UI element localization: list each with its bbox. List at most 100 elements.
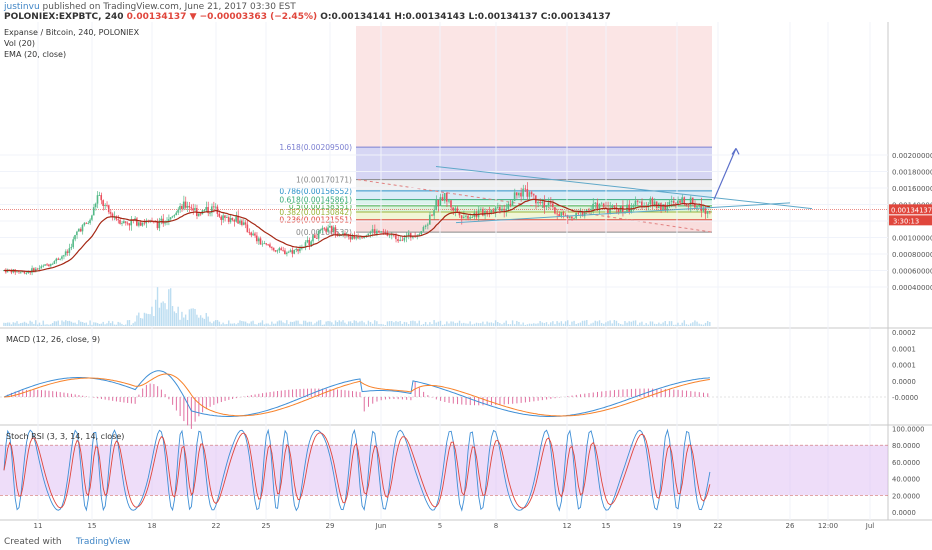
candle-body[interactable] (47, 264, 50, 266)
candle-body[interactable] (708, 211, 711, 212)
candle-body[interactable] (207, 207, 209, 214)
candle-body[interactable] (439, 197, 442, 206)
author-link[interactable]: justinvu (4, 2, 40, 12)
candle-body[interactable] (70, 247, 73, 249)
candle-body[interactable] (607, 208, 609, 214)
candle-body[interactable] (265, 243, 267, 245)
candle-body[interactable] (581, 210, 584, 217)
candle-body[interactable] (647, 204, 649, 207)
candle-body[interactable] (205, 207, 207, 211)
candle-body[interactable] (107, 205, 110, 213)
candle-body[interactable] (235, 215, 237, 222)
candle-body[interactable] (403, 237, 406, 241)
candle-body[interactable] (698, 204, 700, 207)
candle-body[interactable] (44, 264, 46, 266)
candle-body[interactable] (102, 200, 104, 206)
candle-body[interactable] (83, 222, 86, 226)
candle-body[interactable] (267, 244, 269, 246)
candle-body[interactable] (361, 237, 363, 239)
candle-body[interactable] (624, 211, 626, 213)
candle-body[interactable] (289, 250, 292, 252)
candle-body[interactable] (454, 208, 457, 211)
candle-body[interactable] (227, 217, 230, 222)
candle-body[interactable] (526, 189, 529, 197)
candle-body[interactable] (445, 193, 448, 202)
candle-body[interactable] (197, 213, 200, 216)
candle-body[interactable] (602, 203, 605, 208)
candle-body[interactable] (660, 203, 662, 211)
candle-body[interactable] (87, 222, 89, 224)
candle-body[interactable] (437, 199, 440, 206)
upper-trendline[interactable] (435, 166, 813, 210)
candle-body[interactable] (382, 231, 384, 233)
candle-body[interactable] (592, 203, 594, 210)
candle-body[interactable] (359, 237, 361, 239)
candle-body[interactable] (299, 248, 301, 252)
candle-body[interactable] (351, 235, 354, 240)
candle-body[interactable] (329, 225, 331, 228)
candle-body[interactable] (62, 255, 65, 257)
candle-body[interactable] (106, 204, 108, 206)
candle-body[interactable] (308, 239, 311, 245)
candle-body[interactable] (282, 250, 284, 252)
candle-body[interactable] (190, 207, 192, 209)
candle-body[interactable] (330, 225, 333, 232)
candle-body[interactable] (321, 227, 324, 230)
candle-body[interactable] (199, 213, 202, 215)
candle-body[interactable] (609, 207, 611, 214)
candle-body[interactable] (214, 206, 217, 208)
candle-body[interactable] (384, 232, 387, 234)
candle-body[interactable] (462, 216, 465, 219)
candle-body[interactable] (613, 205, 616, 208)
candle-body[interactable] (600, 203, 603, 205)
candle-body[interactable] (670, 201, 673, 202)
candle-body[interactable] (76, 231, 78, 236)
candle-body[interactable] (554, 207, 556, 214)
candle-body[interactable] (25, 273, 28, 274)
candle-body[interactable] (55, 258, 58, 262)
candle-body[interactable] (371, 229, 374, 232)
candle-body[interactable] (287, 251, 290, 253)
candle-body[interactable] (220, 216, 222, 220)
candle-body[interactable] (518, 192, 520, 196)
candle-body[interactable] (81, 225, 84, 232)
candle-body[interactable] (687, 205, 690, 207)
candle-body[interactable] (347, 234, 350, 237)
candle-body[interactable] (503, 208, 505, 211)
candle-body[interactable] (558, 214, 560, 217)
candle-body[interactable] (390, 234, 393, 236)
candle-body[interactable] (92, 207, 95, 216)
candle-body[interactable] (280, 248, 282, 251)
candle-body[interactable] (122, 221, 125, 224)
candle-body[interactable] (522, 188, 524, 197)
candle-body[interactable] (674, 202, 677, 204)
candle-body[interactable] (373, 229, 376, 234)
candle-body[interactable] (541, 201, 543, 204)
candle-body[interactable] (477, 210, 480, 218)
candle-body[interactable] (119, 220, 121, 224)
candle-body[interactable] (117, 219, 119, 221)
candle-body[interactable] (89, 219, 91, 223)
candle-body[interactable] (418, 234, 420, 236)
candle-body[interactable] (562, 212, 565, 216)
candle-body[interactable] (530, 192, 533, 195)
candle-body[interactable] (210, 206, 213, 213)
candle-body[interactable] (317, 230, 320, 239)
candle-body[interactable] (104, 204, 106, 206)
candle-body[interactable] (19, 271, 22, 273)
candle-body[interactable] (677, 200, 679, 204)
candle-body[interactable] (456, 208, 459, 213)
candle-body[interactable] (577, 212, 580, 214)
candle-body[interactable] (672, 201, 675, 203)
candle-body[interactable] (492, 210, 495, 213)
candle-body[interactable] (182, 201, 185, 209)
candle-body[interactable] (229, 217, 232, 222)
candle-body[interactable] (556, 213, 558, 215)
candle-body[interactable] (375, 230, 378, 234)
candle-body[interactable] (212, 206, 215, 208)
candle-body[interactable] (528, 192, 531, 197)
candle-body[interactable] (395, 235, 397, 240)
candle-body[interactable] (426, 224, 429, 226)
candle-body[interactable] (450, 200, 452, 208)
candle-body[interactable] (649, 198, 652, 205)
